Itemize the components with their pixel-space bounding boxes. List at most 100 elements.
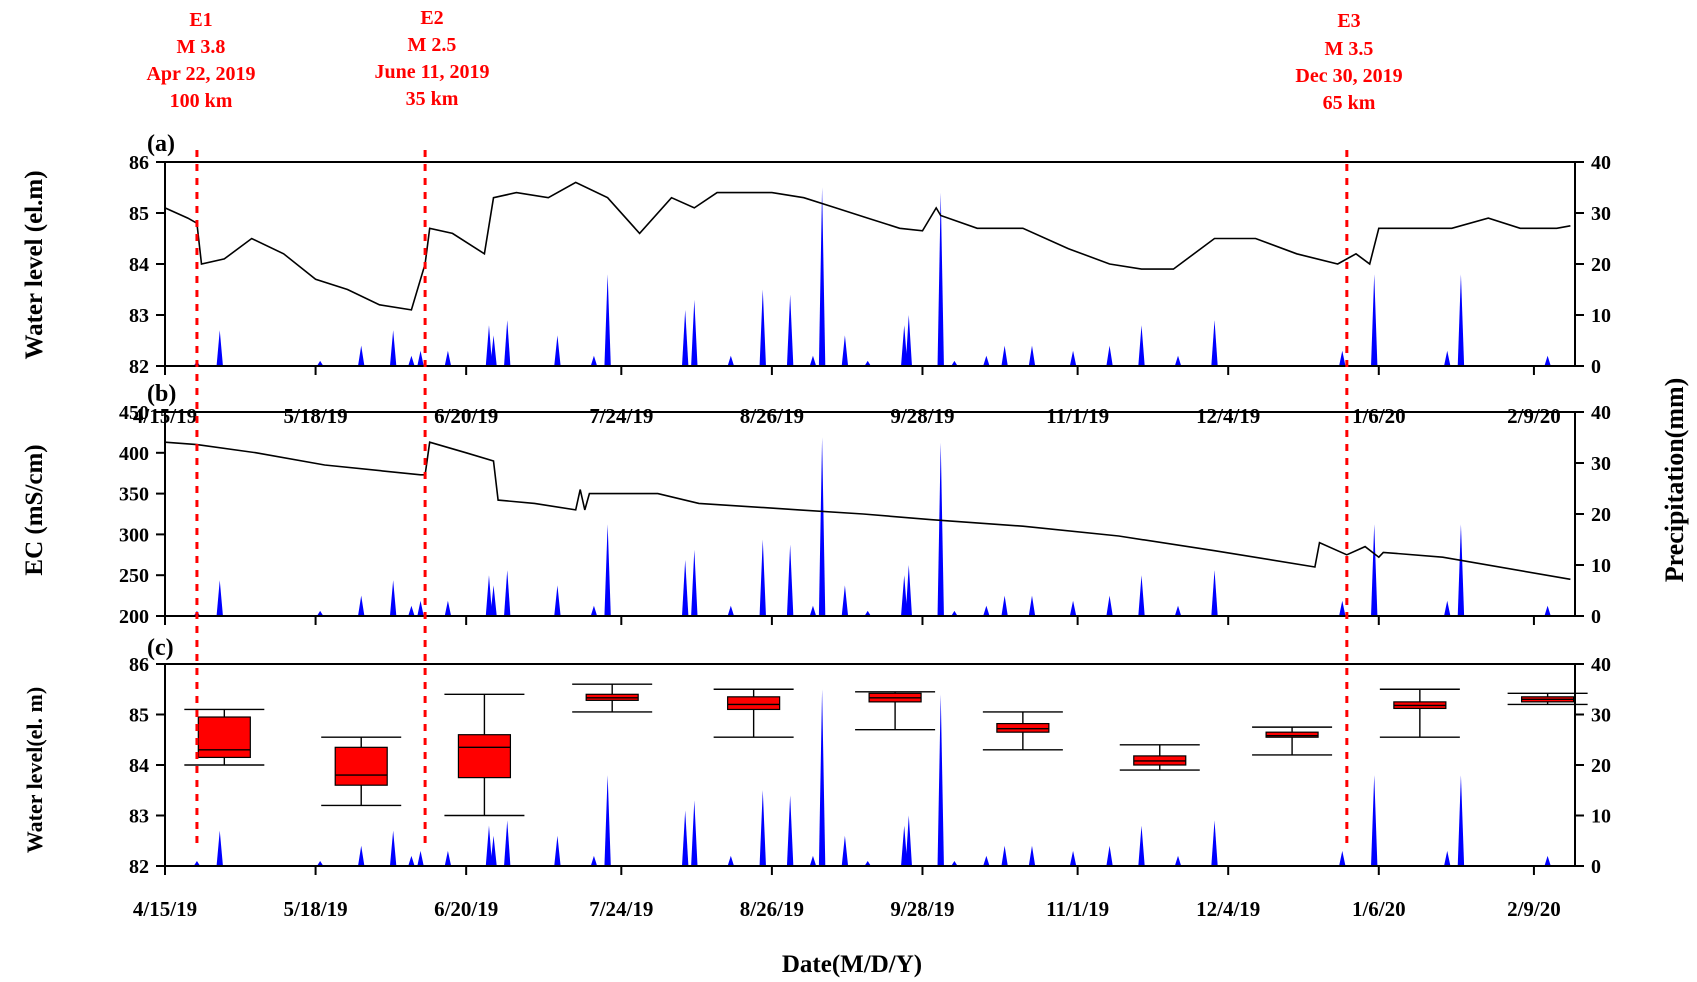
ytick-label: 350 bbox=[119, 484, 149, 506]
y2tick-label: 0 bbox=[1591, 356, 1601, 378]
precip-bar bbox=[590, 605, 598, 616]
precip-bar bbox=[1444, 600, 1451, 616]
precip-bar bbox=[216, 830, 223, 866]
ytick-label: 82 bbox=[129, 356, 149, 378]
precip-bar bbox=[759, 790, 766, 866]
y2tick-label: 40 bbox=[1591, 402, 1611, 424]
event-id: E2 bbox=[420, 7, 443, 29]
precip-bar bbox=[216, 580, 223, 616]
y2tick-label: 20 bbox=[1591, 755, 1611, 777]
box-plot bbox=[713, 688, 794, 738]
precip-bar bbox=[1444, 350, 1451, 366]
precip-bar bbox=[1001, 595, 1008, 616]
precip-bar bbox=[1028, 345, 1036, 366]
precip-bar bbox=[1138, 575, 1145, 616]
precip-bar bbox=[727, 355, 735, 366]
y2tick-label: 10 bbox=[1591, 305, 1611, 327]
xtick-label: 11/1/19 bbox=[1046, 404, 1109, 428]
box-plot bbox=[321, 736, 402, 807]
y2tick-label: 30 bbox=[1591, 453, 1611, 475]
precip-bar bbox=[901, 325, 908, 366]
box-plot bbox=[572, 683, 653, 713]
precip-bar bbox=[417, 600, 424, 616]
ytick-label: 85 bbox=[129, 705, 149, 727]
precip-bar bbox=[417, 850, 424, 866]
xtick-label: 4/15/19 bbox=[133, 897, 197, 921]
ylabel-a: Water level (el.m) bbox=[21, 170, 48, 359]
precip-bar bbox=[408, 605, 415, 616]
y2tick-label: 40 bbox=[1591, 654, 1611, 676]
precip-bar bbox=[809, 355, 817, 366]
precip-bar bbox=[408, 355, 415, 366]
event-label-e3: E3 M 3.5 Dec 30, 2019 65 km bbox=[1295, 10, 1402, 114]
precip-bar bbox=[358, 845, 365, 866]
precip-bar bbox=[417, 350, 424, 366]
precip-bar bbox=[786, 544, 794, 616]
box-plot bbox=[444, 693, 525, 817]
y2tick-label: 0 bbox=[1591, 856, 1601, 878]
box-plot bbox=[1252, 726, 1333, 756]
precip-bar bbox=[809, 605, 817, 616]
precip-bar bbox=[216, 330, 223, 366]
precip-bar bbox=[358, 345, 365, 366]
precip-bar bbox=[554, 585, 561, 616]
box-iqr bbox=[1265, 731, 1319, 738]
event-distance: 65 km bbox=[1323, 92, 1376, 114]
box-plot bbox=[855, 691, 936, 731]
event-label-e1: E1 M 3.8 Apr 22, 2019 100 km bbox=[146, 9, 255, 112]
precip-bar bbox=[1371, 775, 1378, 866]
y2tick-label: 20 bbox=[1591, 504, 1611, 526]
xtick-label: 12/4/19 bbox=[1196, 404, 1260, 428]
event-magnitude: M 2.5 bbox=[408, 34, 457, 56]
precip-bar bbox=[691, 299, 698, 366]
precip-bar bbox=[937, 192, 944, 366]
precip-bar bbox=[937, 442, 944, 616]
box-iqr bbox=[457, 734, 512, 779]
precip-bar bbox=[1028, 595, 1036, 616]
precip-bar bbox=[841, 835, 849, 866]
precip-bar bbox=[554, 835, 561, 866]
precip-bar bbox=[1138, 825, 1145, 866]
precip-bar bbox=[1544, 605, 1551, 616]
precip-bar bbox=[1138, 325, 1145, 366]
precip-bar bbox=[1211, 820, 1218, 866]
precip-bar bbox=[818, 437, 826, 616]
precip-bar bbox=[444, 600, 452, 616]
xtick-label: 1/6/20 bbox=[1352, 897, 1406, 921]
precip-bar bbox=[1457, 775, 1465, 866]
xtick-label: 5/18/19 bbox=[283, 897, 347, 921]
y2tick-label: 40 bbox=[1591, 152, 1611, 174]
precip-bar bbox=[490, 335, 497, 366]
precip-bar bbox=[1069, 600, 1077, 616]
y2label: Precipitation(mm) bbox=[1660, 378, 1689, 583]
ytick-label: 86 bbox=[129, 152, 149, 174]
precip-bar bbox=[759, 539, 766, 616]
precip-bar bbox=[316, 360, 324, 366]
xtick-label: 2/9/20 bbox=[1507, 897, 1561, 921]
precip-bar bbox=[389, 830, 397, 866]
precip-bar bbox=[1028, 845, 1036, 866]
precip-bar bbox=[727, 855, 735, 866]
xtick-label: 2/9/20 bbox=[1507, 404, 1561, 428]
xtick-label: 8/26/19 bbox=[740, 404, 804, 428]
precip-bar bbox=[841, 585, 849, 616]
precip-bar bbox=[1544, 855, 1551, 866]
precip-bar bbox=[983, 855, 990, 866]
box-plot bbox=[1507, 692, 1588, 706]
box-plot bbox=[982, 711, 1063, 751]
precip-bar bbox=[504, 570, 511, 616]
box-plot bbox=[1119, 744, 1200, 771]
xtick-label: 9/28/19 bbox=[890, 404, 954, 428]
event-id: E3 bbox=[1337, 10, 1360, 32]
ytick-label: 200 bbox=[119, 606, 149, 628]
precip-bar bbox=[604, 274, 611, 366]
precip-bar bbox=[691, 800, 698, 866]
precip-bar bbox=[316, 610, 324, 616]
y2tick-label: 10 bbox=[1591, 555, 1611, 577]
precip-bar bbox=[951, 360, 958, 366]
xtick-label: 1/6/20 bbox=[1352, 404, 1406, 428]
precip-bar bbox=[951, 610, 958, 616]
precip-bar bbox=[905, 315, 912, 366]
precip-bar bbox=[1444, 850, 1451, 866]
